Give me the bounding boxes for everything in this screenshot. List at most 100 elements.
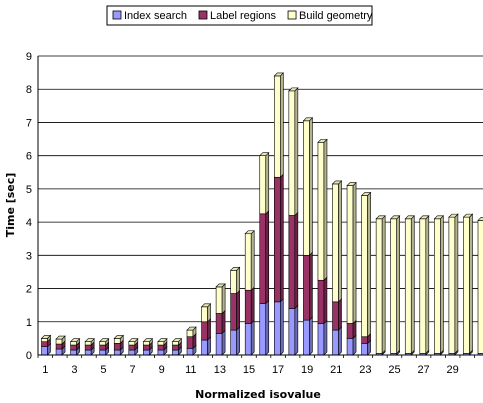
- bar-24-series-2: [375, 215, 386, 355]
- bar-top-21: [331, 180, 343, 185]
- y-axis-title: Time [sec]: [4, 173, 17, 238]
- x-tick-17: 17: [272, 364, 284, 376]
- bar-top-30: [462, 213, 474, 218]
- y-tick-6: 6: [26, 151, 32, 163]
- bar-top-18: [288, 87, 299, 92]
- bar-top-4: [84, 338, 95, 343]
- bar-top-10: [171, 338, 183, 343]
- bar-top-23: [360, 192, 372, 196]
- bar-13-series-1: [215, 309, 226, 335]
- bar-17-series-1: [273, 173, 284, 303]
- legend-label-1: Label regions: [210, 10, 277, 22]
- bar-13-series-2: [215, 283, 226, 315]
- bar-top-3: [69, 338, 81, 343]
- bar-19-series-0: [303, 316, 313, 356]
- bar-15-series-2: [244, 230, 255, 291]
- x-tick-15: 15: [243, 364, 255, 376]
- bar-top-1: [40, 335, 52, 339]
- legend-box: [106, 5, 373, 26]
- y-tick-9: 9: [26, 51, 32, 63]
- bar-top-27: [419, 215, 430, 220]
- x-tick-1: 1: [42, 364, 48, 376]
- bar-top-16: [259, 152, 270, 156]
- bar-22-series-2: [346, 181, 357, 325]
- bar-top-25: [389, 215, 401, 220]
- bar-18-series-1: [288, 211, 299, 310]
- bar-17-series-2: [273, 72, 284, 178]
- bar-top-9: [157, 338, 168, 343]
- bar-16-series-2: [259, 151, 270, 215]
- bar-top-14: [229, 266, 241, 271]
- bar-21-series-2: [332, 180, 342, 303]
- bar-top-11: [186, 326, 197, 331]
- bar-18-series-2: [288, 87, 299, 217]
- y-tick-5: 5: [26, 184, 32, 196]
- bar-top-29: [448, 213, 459, 218]
- bar-top-6: [113, 335, 124, 339]
- bar-top-26: [404, 215, 415, 220]
- bar-top-22: [346, 182, 357, 186]
- bar-top-20: [317, 139, 328, 143]
- bar-31-series-2: [477, 220, 483, 354]
- bar-top-7: [128, 338, 139, 343]
- bar-19-series-2: [303, 117, 313, 257]
- legend-label-0: Index search: [124, 10, 187, 22]
- bar-13-series-0: [215, 329, 226, 356]
- bar-14-series-2: [230, 266, 240, 295]
- bar-top-24: [375, 215, 386, 220]
- y-tick-2: 2: [26, 284, 32, 296]
- x-tick-3: 3: [71, 364, 77, 376]
- bar-20-series-1: [317, 276, 328, 325]
- bar-series-group: [40, 72, 483, 356]
- y-tick-8: 8: [26, 84, 32, 96]
- bar-18-series-0: [288, 304, 299, 356]
- x-tick-labels: 1 3 5 7 9 11 13 15 17 19 21 23 25 27 29: [42, 364, 459, 376]
- bar-14-series-1: [230, 289, 240, 331]
- bar-top-2: [55, 335, 66, 340]
- bar-top-5: [98, 338, 110, 343]
- bar-21-series-1: [332, 298, 342, 331]
- x-axis-title: Normalized isovalue: [195, 388, 321, 401]
- bar-top-12: [200, 303, 212, 308]
- legend-label-2: Build geometry: [299, 10, 373, 22]
- bar-top-17: [273, 72, 285, 77]
- y-tick-7: 7: [26, 117, 32, 129]
- bar-26-series-2: [404, 215, 415, 355]
- x-tick-5: 5: [100, 364, 106, 376]
- legend-swatch-1: [198, 10, 208, 20]
- bar-15-series-0: [244, 319, 255, 356]
- x-tick-21: 21: [330, 364, 342, 376]
- y-tick-labels: 0 1 2 3 4 5 6 7 8 9: [26, 51, 32, 362]
- bar-top-19: [302, 117, 314, 122]
- x-tick-11: 11: [185, 364, 196, 376]
- bar-20-series-0: [317, 319, 328, 356]
- bar-28-series-2: [434, 215, 444, 355]
- y-tick-4: 4: [26, 217, 32, 229]
- y-tick-3: 3: [26, 250, 32, 262]
- y-tick-1: 1: [26, 317, 32, 329]
- bar-20-series-2: [317, 138, 328, 281]
- x-tick-9: 9: [159, 364, 165, 376]
- legend-swatch-0: [112, 10, 122, 20]
- bar-top-15: [244, 230, 255, 235]
- y-tick-0: 0: [26, 350, 32, 362]
- bar-27-series-2: [419, 215, 430, 355]
- bar-25-series-2: [390, 215, 401, 355]
- x-tick-29: 29: [447, 364, 459, 376]
- chart-legend: Index search Label regions Build geometry: [106, 5, 373, 26]
- x-tick-25: 25: [388, 364, 400, 376]
- bar-17-series-0: [273, 298, 284, 356]
- bar-top-31: [477, 217, 483, 221]
- legend-swatch-2: [287, 10, 297, 20]
- x-tick-13: 13: [214, 364, 226, 376]
- bar-16-series-1: [259, 210, 270, 305]
- bar-9-series-1: [157, 341, 168, 351]
- bar-14-series-0: [230, 326, 240, 356]
- bar-19-series-1: [303, 251, 313, 321]
- bar-23-series-2: [361, 191, 371, 338]
- bar-15-series-1: [244, 286, 255, 325]
- x-tick-7: 7: [130, 364, 136, 376]
- bar-21-series-0: [332, 326, 342, 356]
- axes: [37, 56, 483, 358]
